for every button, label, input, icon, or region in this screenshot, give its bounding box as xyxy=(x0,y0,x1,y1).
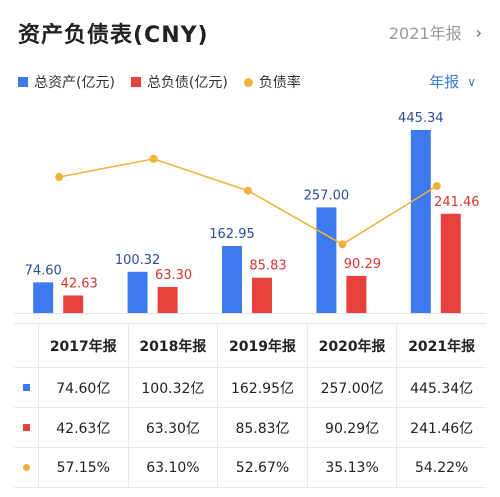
dot-marker-icon xyxy=(22,464,30,471)
liability-bar xyxy=(63,295,84,313)
liability-bar xyxy=(157,286,178,313)
report-selector-link[interactable]: 2021年报 › xyxy=(389,20,482,44)
asset-bar xyxy=(222,246,242,313)
chevron-right-icon: › xyxy=(475,22,482,42)
table-cell: 42.63亿 xyxy=(38,408,128,447)
debt-ratio-point xyxy=(432,181,441,190)
legend-dot-icon xyxy=(243,77,253,87)
asset-bar xyxy=(316,207,337,313)
asset-data-label: 100.32 xyxy=(115,253,161,268)
table-cell: 54.22% xyxy=(396,448,486,487)
legend-item-debt-ratio: 负债率 xyxy=(243,72,301,92)
asset-data-label: 445.34 xyxy=(398,111,444,126)
liability-bar xyxy=(440,213,461,313)
debt-ratio-point xyxy=(244,186,252,195)
data-table: 2017年报 2018年报 2019年报 2020年报 2021年报 74.60… xyxy=(14,323,486,488)
table-cell: 241.46亿 xyxy=(396,408,486,447)
table-header-cell: 2018年报 xyxy=(127,324,218,367)
row-marker xyxy=(14,408,38,447)
table-cell: 100.32亿 xyxy=(127,368,218,407)
liability-data-label: 85.83 xyxy=(249,259,286,274)
legend-item-liabilities: 总负债(亿元) xyxy=(130,72,228,92)
liability-data-label: 63.30 xyxy=(155,268,192,283)
asset-data-label: 162.95 xyxy=(209,227,255,242)
table-row: 57.15% 63.10% 52.67% 35.13% 54.22% xyxy=(14,448,486,488)
legend-label: 负债率 xyxy=(258,75,301,91)
asset-data-label: 74.60 xyxy=(25,263,62,278)
asset-bar xyxy=(410,130,431,313)
square-marker-icon xyxy=(22,384,30,391)
table-row: 42.63亿 63.30亿 85.83亿 90.29亿 241.46亿 xyxy=(14,408,486,448)
asset-data-label: 257.00 xyxy=(304,188,350,203)
legend-square-icon xyxy=(18,77,28,87)
legend-label: 总资产(亿元) xyxy=(34,75,115,91)
table-header-cell: 2017年报 xyxy=(38,324,128,367)
liability-data-label: 241.46 xyxy=(434,195,480,210)
report-label: 2021年报 xyxy=(388,24,462,43)
row-marker xyxy=(14,448,38,487)
table-header-cell: 2020年报 xyxy=(306,324,397,367)
liability-bar xyxy=(346,275,367,313)
chart-legend: 总资产(亿元) 总负债(亿元) 负债率 xyxy=(18,72,317,92)
table-cell: 90.29亿 xyxy=(306,408,397,447)
period-dropdown[interactable]: 年报 ∨ xyxy=(429,71,476,92)
table-cell: 445.34亿 xyxy=(396,368,486,407)
table-cell: 63.30亿 xyxy=(127,408,218,447)
period-label: 年报 xyxy=(429,73,460,91)
table-header-cell: 2021年报 xyxy=(396,324,486,367)
legend-item-assets: 总资产(亿元) xyxy=(18,72,115,92)
table-cell: 57.15% xyxy=(38,448,128,487)
debt-ratio-point xyxy=(338,240,347,249)
asset-bar xyxy=(127,271,148,313)
legend-square-icon xyxy=(130,77,141,87)
row-marker xyxy=(14,368,38,407)
chevron-down-icon: ∨ xyxy=(467,74,476,89)
table-cell: 257.00亿 xyxy=(306,368,397,407)
legend-label: 总负债(亿元) xyxy=(146,75,228,91)
header: 资产负债表(CNY) 2021年报 › xyxy=(0,0,500,64)
table-cell: 85.83亿 xyxy=(217,408,307,447)
debt-ratio-point xyxy=(149,154,158,163)
table-cell: 52.67% xyxy=(217,448,307,487)
table-row: 74.60亿 100.32亿 162.95亿 257.00亿 445.34亿 xyxy=(14,368,486,408)
asset-bar xyxy=(33,282,54,313)
page-title: 资产负债表(CNY) xyxy=(18,23,209,48)
table-cell: 162.95亿 xyxy=(217,368,307,407)
table-header-row: 2017年报 2018年报 2019年报 2020年报 2021年报 xyxy=(14,324,486,368)
table-header-cell: 2019年报 xyxy=(217,324,307,367)
liability-data-label: 42.63 xyxy=(61,276,98,291)
table-cell: 35.13% xyxy=(306,448,397,487)
table-corner xyxy=(14,324,38,367)
liability-data-label: 90.29 xyxy=(344,257,381,272)
debt-ratio-point xyxy=(55,173,64,182)
square-marker-icon xyxy=(22,424,30,431)
table-cell: 63.10% xyxy=(127,448,218,487)
table-cell: 74.60亿 xyxy=(38,368,128,407)
liability-bar xyxy=(252,277,272,313)
